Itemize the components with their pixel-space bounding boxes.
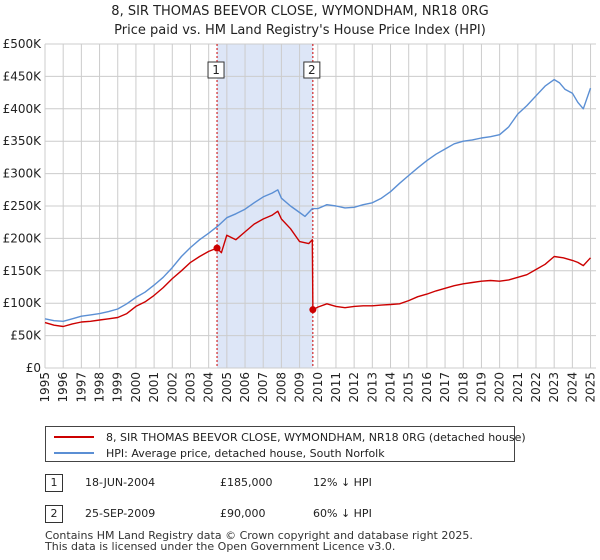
sale-number-box — [207, 61, 225, 79]
price-chart: £0 £50K £100K £150K £200K £250K £300K £350K £400… — [3, 37, 598, 403]
chart-title-line2: Price paid vs. HM Land Registry's House … — [114, 23, 486, 38]
y-tick-label: £0 — [26, 361, 41, 375]
x-tick-label: 2007 — [256, 372, 270, 403]
y-tick-label: £150K — [3, 264, 43, 278]
y-tick-label: £200K — [3, 231, 43, 245]
footer-licence: This data is licensed under the Open Gov… — [45, 540, 396, 553]
x-tick-label: 2010 — [311, 372, 325, 403]
legend-label-hpi: HPI: Average price, detached house, Sout… — [106, 446, 385, 460]
chart-title: 8, SIR THOMAS BEEVOR CLOSE, WYMONDHAM, N… — [0, 2, 600, 40]
x-tick-label: 2005 — [220, 372, 234, 403]
y-tick-label: £300K — [3, 167, 43, 181]
x-tick-label: 1995 — [38, 372, 52, 403]
sale-number-label: 2 — [308, 63, 316, 77]
y-tick-label: £450K — [3, 69, 43, 83]
transaction-date: 18-JUN-2004 — [85, 476, 156, 489]
transaction-date: 25-SEP-2009 — [85, 507, 156, 520]
sale-number-box — [303, 61, 321, 79]
x-tick-label: 2016 — [420, 372, 434, 403]
legend-item-property: 8, SIR THOMAS BEEVOR CLOSE, WYMONDHAM, N… — [54, 429, 526, 445]
x-tick-label: 1999 — [111, 372, 125, 403]
x-tick-label: 2017 — [438, 372, 452, 403]
legend: 8, SIR THOMAS BEEVOR CLOSE, WYMONDHAM, N… — [45, 426, 526, 462]
x-tick-label: 2000 — [129, 372, 143, 403]
x-tick-label: 2018 — [456, 372, 470, 403]
x-tick-label: 1997 — [74, 372, 88, 403]
x-tick-label: 2008 — [274, 372, 288, 403]
x-tick-label: 2020 — [493, 372, 507, 403]
legend-label-property: 8, SIR THOMAS BEEVOR CLOSE, WYMONDHAM, N… — [106, 430, 526, 444]
y-tick-label: £250K — [3, 199, 43, 213]
y-tick-label: £500K — [3, 37, 43, 51]
transaction-hpi-diff: 12% ↓ HPI — [313, 476, 372, 489]
y-tick-label: £100K — [3, 296, 43, 310]
x-tick-label: 2022 — [529, 372, 543, 403]
transaction-price: £90,000 — [220, 507, 266, 520]
x-tick-label: 2011 — [329, 372, 343, 403]
x-tick-label: 2004 — [202, 372, 216, 403]
x-tick-label: 2001 — [147, 372, 161, 403]
x-tick-label: 1998 — [93, 372, 107, 403]
y-tick-label: £350K — [3, 134, 43, 148]
y-tick-label: £400K — [3, 102, 43, 116]
sale-point — [213, 244, 221, 252]
x-tick-label: 2019 — [474, 372, 488, 403]
property-price-line — [44, 210, 592, 328]
x-tick-label: 2013 — [365, 372, 379, 403]
x-tick-label: 2025 — [584, 372, 598, 403]
y-tick-label: £50K — [10, 329, 42, 343]
footer-copyright: Contains HM Land Registry data © Crown c… — [45, 529, 473, 542]
x-tick-label: 2015 — [402, 372, 416, 403]
hpi-line — [44, 78, 592, 322]
legend-item-hpi: HPI: Average price, detached house, Sout… — [54, 445, 385, 461]
x-tick-label: 2009 — [293, 372, 307, 403]
footer: Contains HM Land Registry data © Crown c… — [45, 530, 473, 552]
legend-swatch-property — [54, 436, 94, 438]
transaction-price: £185,000 — [220, 476, 273, 489]
x-tick-label: 2006 — [238, 372, 252, 403]
transaction-hpi-diff: 60% ↓ HPI — [313, 507, 372, 520]
x-tick-label: 2012 — [347, 372, 361, 403]
x-tick-label: 2003 — [183, 372, 197, 403]
x-tick-label: 2002 — [165, 372, 179, 403]
sale-number-label: 1 — [212, 63, 220, 77]
x-tick-label: 2014 — [384, 372, 398, 403]
sale-point — [309, 306, 317, 314]
x-tick-label: 2024 — [565, 372, 579, 403]
legend-swatch-hpi — [54, 452, 94, 454]
x-tick-label: 2021 — [511, 372, 525, 403]
x-tick-label: 2023 — [547, 372, 561, 403]
transaction-number-badge: 1 — [45, 474, 63, 492]
x-tick-label: 1996 — [56, 372, 70, 403]
transaction-number-badge: 2 — [45, 505, 63, 523]
chart-title-line1: 8, SIR THOMAS BEEVOR CLOSE, WYMONDHAM, N… — [111, 4, 489, 19]
